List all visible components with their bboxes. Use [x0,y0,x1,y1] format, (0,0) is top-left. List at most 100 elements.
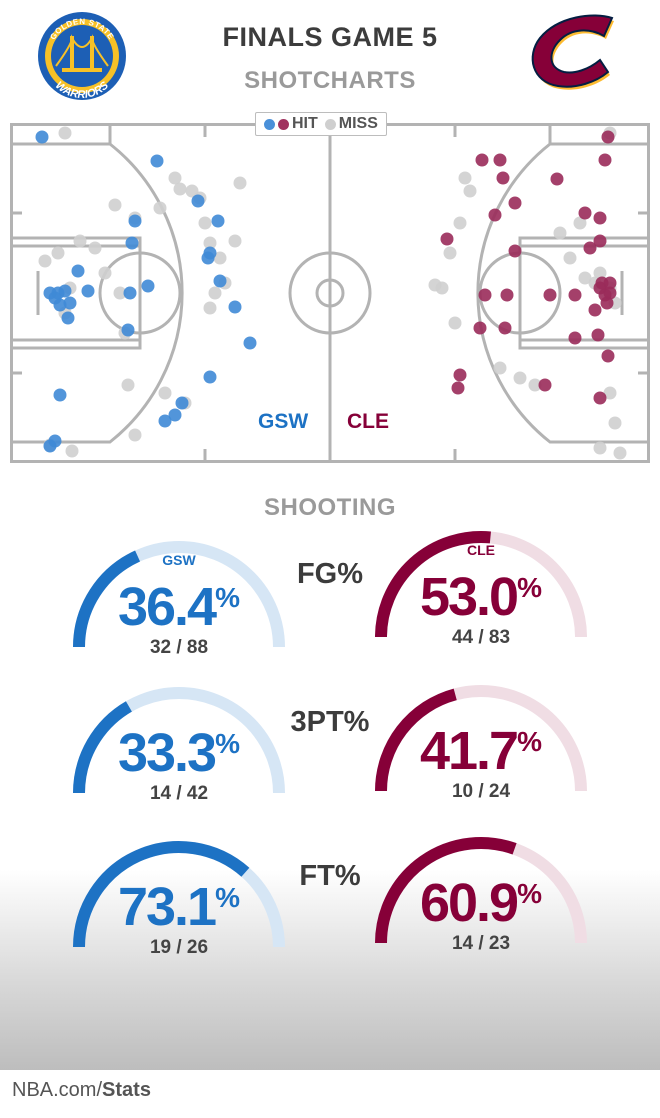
shot-miss-gsw [168,171,182,185]
shot-miss-cle [463,184,477,198]
left-three-point-line [10,142,184,444]
right-key [518,236,650,350]
shot-hit-gsw [168,408,182,422]
shot-miss-gsw [128,428,142,442]
shot-hit-cle [440,232,454,246]
shot-hit-cle [451,381,465,395]
gauge-fill [375,837,517,944]
gauge-percent-symbol: % [517,572,542,603]
shot-hit-gsw [243,336,257,350]
gauge-percent: 73.1% [72,880,286,934]
shot-hit-cle [601,349,615,363]
shot-miss-gsw [203,236,217,250]
shot-miss-gsw [213,251,227,265]
shot-miss-cle [443,246,457,260]
shot-miss-cle [453,216,467,230]
left-ft-circle [98,251,182,335]
right-three-point-line [476,142,650,444]
gauge-ft-gsw: 73.1% 19 / 26 [72,840,286,965]
shot-hit-cle [593,391,607,405]
stat-label-3pt: 3PT% [290,706,370,738]
shot-hit-cle [601,130,615,144]
shot-hit-cle [550,172,564,186]
shot-hit-gsw [128,214,142,228]
shot-hit-gsw [53,388,67,402]
gauge-ratio: 14 / 23 [451,933,511,954]
gauge-percent-symbol: % [517,878,542,909]
shooting-section-title: SHOOTING [263,494,396,521]
shot-hit-gsw [121,323,135,337]
gauge-percent-value: 41.7 [419,721,519,781]
shot-miss-cle [428,278,442,292]
gauge-ratio: 14 / 42 [149,783,209,804]
gauge-team-label: GSW [162,552,196,568]
shot-hit-gsw [81,284,95,298]
footer-section: Stats [102,1079,151,1101]
shot-hit-cle [568,331,582,345]
shot-hit-cle [500,288,514,302]
court-floor-background [0,870,660,1070]
gauge-percent-value: 36.4 [117,577,217,637]
shot-miss-gsw [158,386,172,400]
page-subtitle: SHOTCHARTS [244,67,416,94]
legend-dot-gsw [264,118,275,130]
shot-hit-cle [473,321,487,335]
shot-miss-gsw [51,246,65,260]
footer-site: NBA.com/ [12,1079,103,1101]
shot-hit-cle [496,171,510,185]
gauge-fill [73,550,141,648]
gauge-percent-value: 33.3 [117,723,217,783]
shot-hit-cle [600,296,614,310]
gauge-percent: 36.4% [72,580,286,634]
shot-hit-cle [488,208,502,222]
shot-legend: HIT MISS [255,112,387,136]
gauge-team-label: CLE [467,542,495,558]
shot-hit-cle [453,368,467,382]
shot-hit-gsw [48,434,62,448]
shot-markers [35,126,627,460]
left-key-inner [10,244,142,342]
gauge-percent: 33.3% [72,726,286,780]
legend-dot-miss [324,118,336,130]
shot-miss-gsw [65,444,79,458]
shot-hit-gsw [150,154,164,168]
shot-hit-gsw [123,286,137,300]
gauge-percent: 60.9% [374,876,588,930]
shot-miss-gsw [198,216,212,230]
gauge-3pt-cle: 41.7% 10 / 24 [374,684,588,809]
court-team-label-cle: CLE [347,410,389,433]
gauge-ratio: 19 / 26 [149,937,209,958]
stat-label-fg: FG% [296,558,364,590]
shot-miss-gsw [173,182,187,196]
center-circle [288,251,372,335]
shot-miss-gsw [88,241,102,255]
shot-hit-cle [593,211,607,225]
shot-miss-gsw [121,378,135,392]
shot-miss-cle [593,441,607,455]
shot-hit-cle [493,153,507,167]
legend-dot-cle [278,118,289,130]
gauge-percent: 53.0% [374,570,588,624]
shot-miss-cle [513,371,527,385]
gauge-ratio: 32 / 88 [149,637,209,658]
shot-miss-gsw [108,198,122,212]
shot-miss-cle [528,378,542,392]
shot-miss-gsw [38,254,52,268]
shot-miss-cle [613,446,627,460]
gauge-3pt-gsw: 33.3% 14 / 42 [72,686,286,811]
gauge-fill [375,531,491,638]
shot-hit-cle [578,206,592,220]
shot-hit-gsw [61,311,75,325]
gauge-percent: 41.7% [374,724,588,778]
shot-miss-cle [563,251,577,265]
shot-hit-gsw [228,300,242,314]
gauge-percent-symbol: % [517,726,542,757]
shot-miss-cle [553,226,567,240]
cle-logo [531,14,614,90]
shot-hit-cle [593,234,607,248]
shot-miss-gsw [58,126,72,140]
shot-miss-gsw [98,266,112,280]
court-team-label-gsw: GSW [258,410,309,433]
shot-hit-gsw [213,274,227,288]
shot-miss-gsw [233,176,247,190]
